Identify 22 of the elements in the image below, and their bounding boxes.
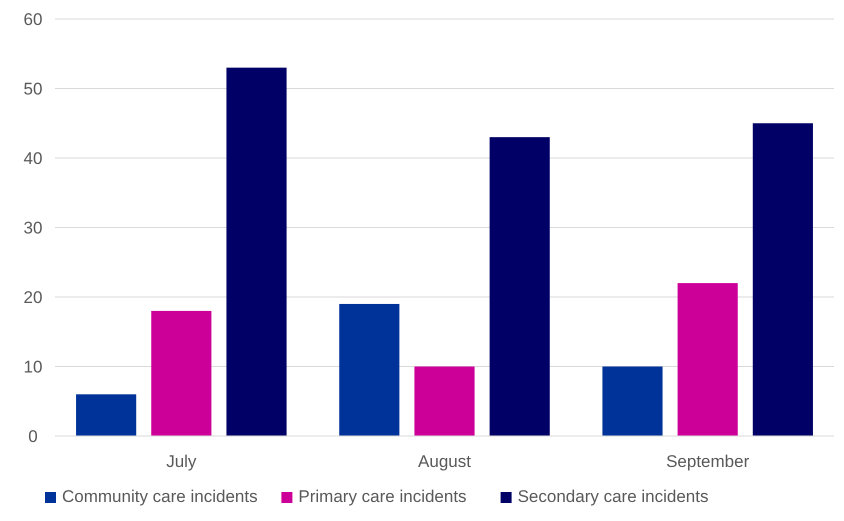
y-tick-label: 40 <box>24 148 42 168</box>
x-tick-label: August <box>418 452 472 471</box>
bar <box>339 304 400 436</box>
bar <box>752 123 813 436</box>
bar <box>226 68 287 436</box>
bar <box>414 366 475 436</box>
x-tick-label: July <box>166 452 197 471</box>
bar <box>678 283 738 436</box>
legend-label: Community care incidents <box>62 487 258 506</box>
y-tick-label: 0 <box>28 426 38 446</box>
y-tick-label: 50 <box>24 79 42 98</box>
bar <box>76 394 136 436</box>
bar <box>151 310 212 436</box>
x-tick-label: September <box>666 452 750 471</box>
y-tick-label: 20 <box>24 288 42 307</box>
y-tick-label: 60 <box>24 10 42 29</box>
bar <box>602 366 663 436</box>
legend-label: Primary care incidents <box>298 487 467 506</box>
legend-label: Secondary care incidents <box>518 487 708 506</box>
bar <box>490 137 550 436</box>
y-tick-label: 10 <box>24 357 42 376</box>
y-tick-label: 30 <box>24 218 42 238</box>
